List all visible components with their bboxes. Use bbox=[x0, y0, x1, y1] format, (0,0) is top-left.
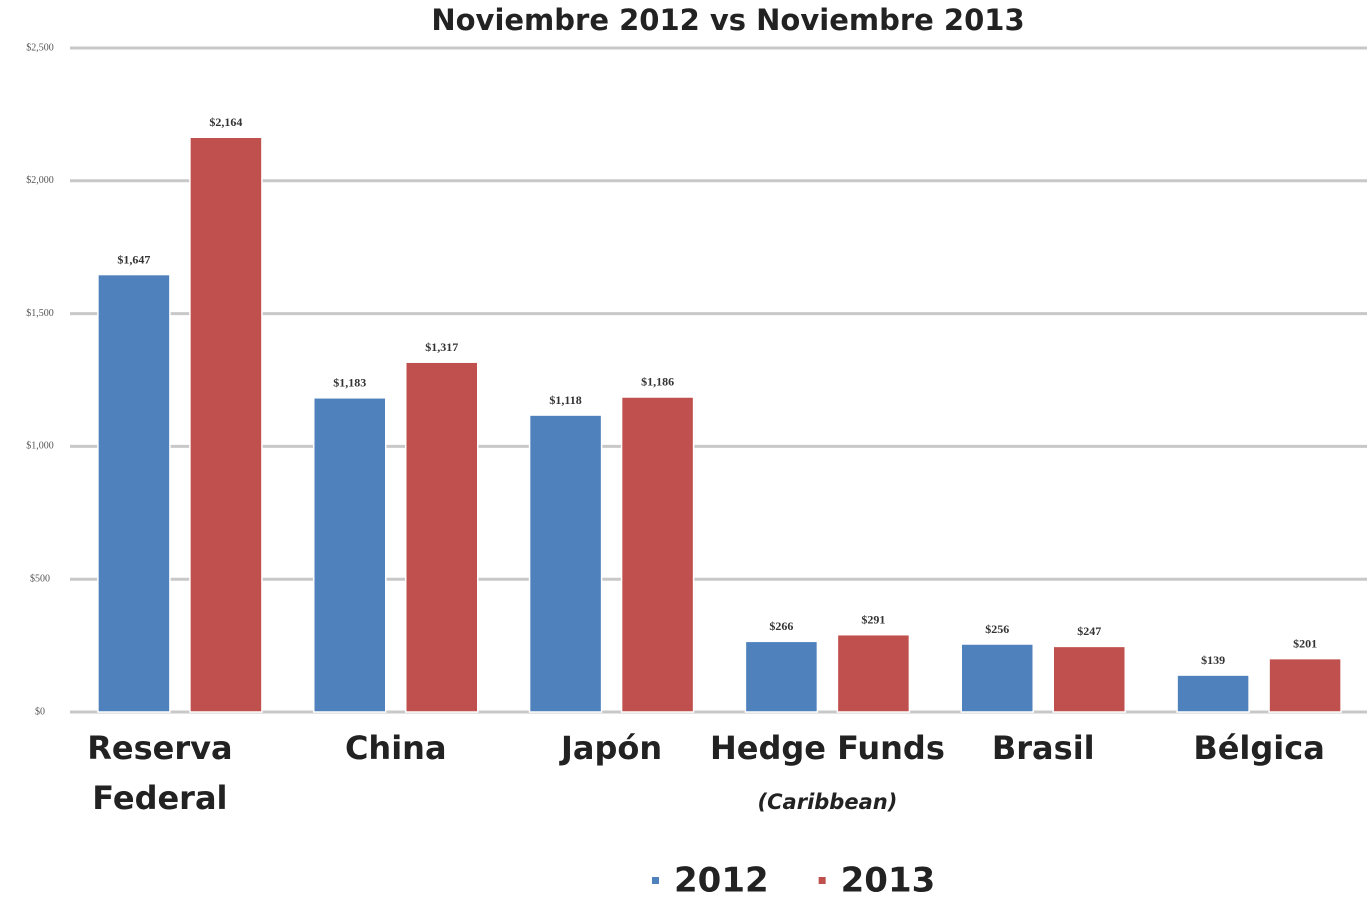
y-tick-label: $1,000 bbox=[26, 441, 54, 452]
bar bbox=[405, 361, 479, 713]
bar bbox=[1176, 674, 1250, 713]
x-tick-label: China bbox=[345, 729, 447, 767]
bar bbox=[1268, 657, 1342, 713]
legend: 2012 2013 bbox=[652, 861, 935, 899]
bar bbox=[189, 136, 263, 713]
x-tick-label: Bélgica bbox=[1193, 729, 1325, 767]
bar bbox=[97, 273, 171, 713]
data-label: $1,317 bbox=[425, 340, 458, 354]
annotation: (Caribbean) bbox=[758, 790, 898, 814]
legend-label: 2013 bbox=[841, 861, 936, 899]
bar bbox=[744, 640, 819, 713]
y-tick-label: $2,000 bbox=[26, 175, 54, 186]
data-label: $1,118 bbox=[549, 393, 581, 407]
chart-title: Noviembre 2012 vs Noviembre 2013 bbox=[431, 3, 1024, 37]
x-tick-label: Brasil bbox=[992, 729, 1095, 767]
y-tick-label: $2,500 bbox=[26, 42, 54, 53]
data-label: $1,186 bbox=[641, 375, 674, 389]
legend-label: 2012 bbox=[674, 861, 769, 899]
bar bbox=[836, 633, 911, 713]
bar bbox=[528, 414, 603, 713]
data-label: $1,183 bbox=[333, 376, 366, 390]
legend-swatch bbox=[818, 877, 826, 884]
data-label: $256 bbox=[985, 622, 1009, 636]
legend-swatch bbox=[652, 877, 659, 884]
data-label: $291 bbox=[861, 612, 885, 626]
y-tick-label: $1,500 bbox=[26, 308, 54, 319]
bar bbox=[313, 397, 387, 713]
x-tick-label: Japón bbox=[559, 729, 662, 767]
y-tick-label: $500 bbox=[30, 573, 50, 584]
bar bbox=[960, 643, 1034, 713]
x-tick-label: Reserva Federal bbox=[87, 729, 232, 817]
data-label: $201 bbox=[1293, 636, 1317, 650]
bar bbox=[1052, 645, 1126, 713]
data-label: $139 bbox=[1201, 653, 1225, 667]
data-label: $266 bbox=[769, 619, 793, 633]
data-label: $2,164 bbox=[209, 115, 242, 129]
bar bbox=[620, 396, 695, 713]
x-tick-label: Hedge Funds bbox=[710, 729, 945, 767]
data-label: $247 bbox=[1077, 624, 1101, 638]
data-label: $1,647 bbox=[117, 252, 150, 266]
y-tick-label: $0 bbox=[35, 706, 45, 717]
